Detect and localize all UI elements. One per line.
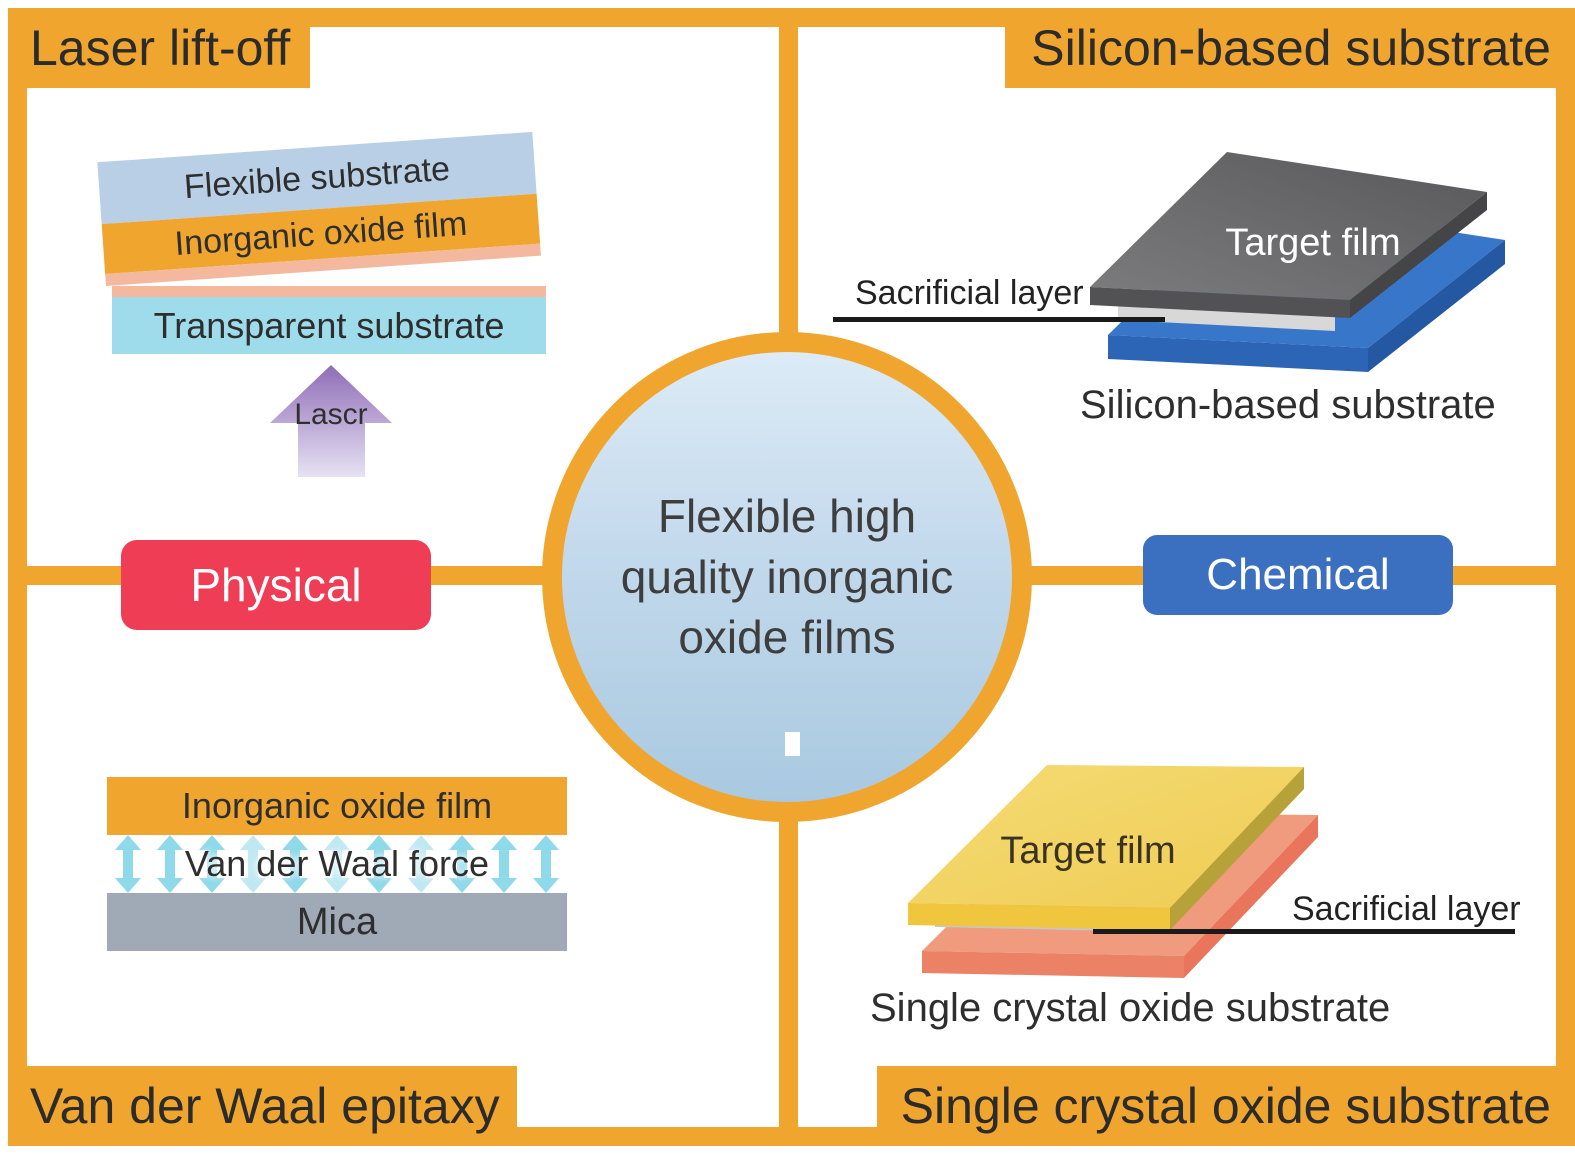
double-arrow-icon	[449, 835, 476, 893]
silicon-sacrificial-label: Sacrificial layer	[855, 274, 1084, 312]
vdw-inorganic-oxide-film-layer: Inorganic oxide film	[107, 777, 567, 835]
mica-layer: Mica	[107, 893, 567, 951]
silicon-target-film-front-face	[1090, 287, 1350, 318]
banner-single-crystal-oxide-substrate-label: Single crystal oxide substrate	[900, 1078, 1551, 1134]
vdw-force-label: Van der Waal force	[184, 843, 490, 884]
double-arrow-icon	[407, 835, 434, 893]
silicon-substrate-side-face	[1368, 240, 1505, 372]
double-arrow-icon	[491, 835, 518, 893]
silicon-caption: Silicon-based substrate	[1080, 383, 1496, 427]
crystal-substrate-front-face	[922, 951, 1184, 978]
laser-arrow-label: Lascr	[294, 398, 368, 431]
banner-van-der-waal-epitaxy: Van der Waal epitaxy	[8, 1066, 517, 1146]
silicon-sacrificial-layer	[1118, 305, 1335, 331]
transparent-substrate-layer: Transparent substrate	[112, 297, 546, 354]
silicon-stack-illustration: Target film	[1090, 152, 1505, 372]
crystal-target-film-front-face	[908, 903, 1170, 930]
crystal-caption: Single crystal oxide substrate	[870, 986, 1391, 1030]
center-circle-white-square	[785, 732, 800, 756]
sacrificial-strip-lower	[112, 286, 546, 297]
banner-laser-lift-off-label: Laser lift-off	[30, 20, 291, 76]
double-arrow-icon	[156, 835, 183, 893]
chemical-badge-label: Chemical	[1206, 550, 1390, 599]
silicon-substrate-front-face	[1108, 335, 1368, 372]
double-arrow-icon	[282, 835, 309, 893]
chemical-badge: Chemical	[1143, 535, 1453, 615]
banner-silicon-based-substrate: Silicon-based substrate	[1005, 8, 1575, 88]
silicon-sacrificial-callout-line	[833, 317, 1165, 322]
crystal-substrate-side-face	[1184, 815, 1318, 978]
banner-van-der-waal-epitaxy-label: Van der Waal epitaxy	[30, 1078, 500, 1134]
double-arrow-icon	[323, 835, 350, 893]
double-arrow-icon	[115, 835, 141, 893]
laser-arrow-icon	[270, 365, 392, 477]
flexible-substrate-label: Flexible substrate	[182, 149, 452, 206]
crystal-sacrificial-label: Sacrificial layer	[1292, 890, 1521, 928]
mica-label: Mica	[296, 900, 378, 943]
silicon-target-film-side-face	[1350, 192, 1487, 318]
physical-badge-label: Physical	[190, 559, 362, 611]
double-arrow-icon	[365, 835, 392, 893]
banner-single-crystal-oxide-substrate: Single crystal oxide substrate	[877, 1066, 1575, 1146]
vdw-inorganic-oxide-film-label: Inorganic oxide film	[181, 785, 493, 826]
double-arrow-icon	[198, 835, 225, 893]
banner-silicon-based-substrate-label: Silicon-based substrate	[1031, 20, 1551, 76]
double-arrow-icon	[532, 835, 559, 893]
silicon-target-film-top-face	[1090, 152, 1487, 300]
crystal-stack-illustration: Target film	[908, 765, 1318, 978]
silicon-target-film-label: Target film	[1225, 222, 1400, 264]
crystal-sacrificial-callout-line	[1093, 929, 1515, 934]
physical-badge: Physical	[121, 540, 431, 630]
double-arrow-icon	[240, 835, 267, 893]
crystal-target-film-side-face	[1170, 767, 1304, 930]
vdw-arrows	[107, 835, 567, 893]
center-circle-text: Flexible high quality inorganic oxide fi…	[620, 489, 954, 664]
transparent-substrate-label: Transparent substrate	[153, 304, 505, 346]
crystal-target-film-label: Target film	[1000, 830, 1175, 872]
crystal-target-film-top-face	[908, 765, 1304, 908]
banner-laser-lift-off: Laser lift-off	[8, 8, 310, 88]
